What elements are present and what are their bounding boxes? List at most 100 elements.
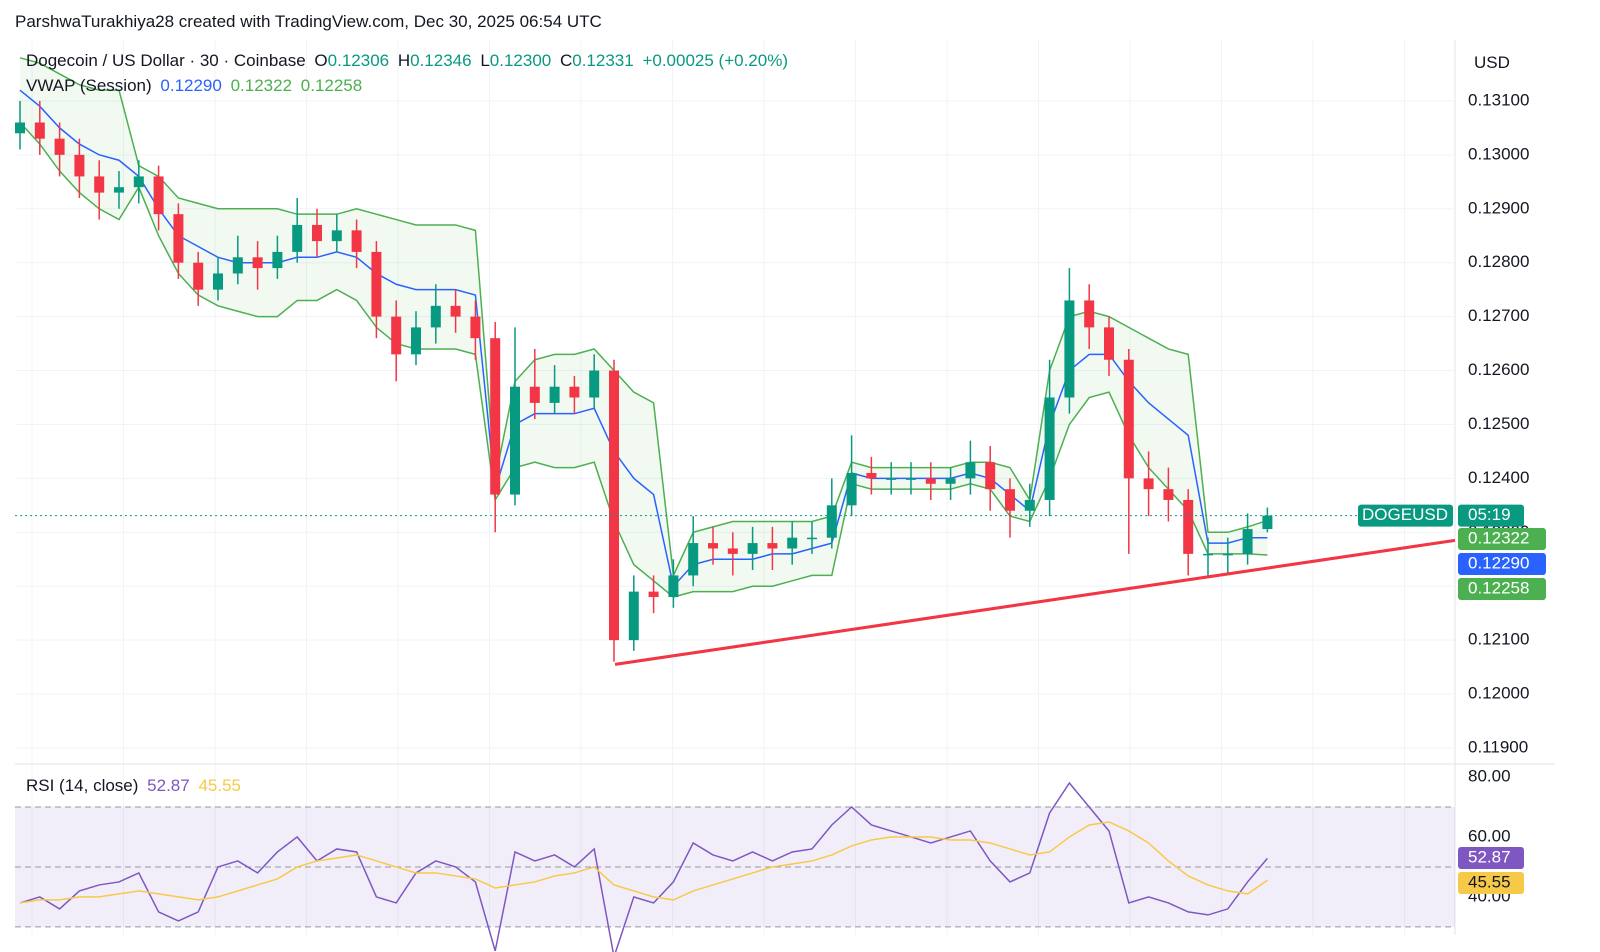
candle-body <box>1104 327 1114 360</box>
indicator-name: RSI (14, close) <box>26 776 139 795</box>
candle-body <box>628 591 639 641</box>
y-tick-label: 0.12500 <box>1468 414 1529 433</box>
trendline <box>614 538 1456 666</box>
candle-body <box>747 543 758 554</box>
currency[interactable]: USD <box>1474 53 1510 72</box>
candle-body <box>1242 529 1253 554</box>
candle-body <box>232 257 243 274</box>
candle-body <box>767 543 778 549</box>
price-tag-bg <box>1458 553 1546 575</box>
candle-body <box>331 230 342 242</box>
rsi-tag: 52.87 <box>1468 847 1511 866</box>
candle-body <box>371 251 382 317</box>
candle-body <box>1123 359 1134 479</box>
candle-body <box>450 305 461 317</box>
symbol-legend: Dogecoin / US Dollar · 30 · Coinbase O0.… <box>26 51 792 71</box>
y-tick-label: 80.00 <box>1468 766 1511 785</box>
candle-body <box>529 386 540 403</box>
candle-body <box>589 370 600 398</box>
indicator-name: VWAP (Session) <box>26 76 152 95</box>
candle-body <box>648 591 659 598</box>
candle-body <box>1005 489 1015 511</box>
candle-body <box>807 537 817 540</box>
rsi-line <box>19 781 1268 952</box>
vwap-line <box>19 121 1268 598</box>
candle-body <box>688 543 699 576</box>
symbol-tag: DOGEUSD <box>1362 505 1448 524</box>
y-tick-label: 0.13000 <box>1468 144 1529 163</box>
candle-body <box>668 575 679 598</box>
ohlc-value: 0.12346 <box>410 51 472 70</box>
candle-body <box>470 316 481 339</box>
candle-body <box>985 462 996 490</box>
price-tag-bg <box>1458 578 1546 600</box>
candle-body <box>846 472 857 506</box>
legend-value: 45.55 <box>198 776 241 795</box>
ohlc-value: 0.12306 <box>327 51 390 70</box>
candle-body <box>727 548 738 554</box>
candle-body <box>1183 499 1194 554</box>
price-tag-bg <box>1458 528 1546 550</box>
price-tag: 0.12322 <box>1468 528 1529 547</box>
candle-body <box>549 386 560 403</box>
y-tick-label: 0.12400 <box>1468 468 1529 487</box>
candle-body <box>94 176 105 193</box>
ohlc-key: L <box>480 51 490 70</box>
vwap-band-fill <box>20 57 1268 598</box>
candle-body <box>945 478 956 484</box>
price-tag: 0.12290 <box>1468 553 1529 572</box>
y-tick-label: 0.11900 <box>1468 737 1528 756</box>
candle-body <box>292 224 303 252</box>
ohlc-key: O <box>314 51 328 70</box>
legend-value: 0.12290 <box>160 76 222 95</box>
candle-body <box>312 224 322 242</box>
candle-body <box>133 176 144 188</box>
candle-body <box>886 478 897 480</box>
candle-body <box>1024 499 1035 511</box>
candle-body <box>1064 300 1075 398</box>
countdown-tag: 05:19 <box>1468 505 1511 524</box>
candle-body <box>1143 478 1154 490</box>
candle-body <box>114 187 124 193</box>
ohlc-key: H <box>397 51 411 70</box>
vwap-line <box>19 57 1268 579</box>
countdown-tag-bg <box>1458 504 1524 527</box>
candle-body <box>1262 515 1273 530</box>
candle-body <box>54 138 65 155</box>
price-tag: 0.12258 <box>1468 578 1529 597</box>
y-tick-label: 0.12700 <box>1468 306 1529 325</box>
candle-body <box>569 386 580 398</box>
candle-body <box>430 305 441 328</box>
candle-body <box>510 386 520 495</box>
candle-body <box>965 462 976 479</box>
candle-body <box>411 327 421 355</box>
candle-body <box>391 316 402 355</box>
rsi-tag-bg <box>1458 847 1524 869</box>
attribution: ParshwaTurakhiya28 created with TradingV… <box>15 12 602 31</box>
candle-body <box>906 478 916 480</box>
rsi-tag-bg <box>1458 872 1524 894</box>
candle-body <box>153 176 164 215</box>
candle-body <box>213 273 223 290</box>
y-tick-label: 0.12800 <box>1468 252 1529 271</box>
candle-body <box>351 230 362 252</box>
legend-value: 0.12258 <box>300 76 363 95</box>
y-tick-label: 0.13100 <box>1468 90 1529 109</box>
rsi-line <box>19 821 1268 904</box>
candle-body <box>925 478 936 484</box>
candle-body <box>193 262 204 290</box>
candle-body <box>34 122 45 139</box>
candle-body <box>609 370 619 641</box>
candle-body <box>1203 553 1213 556</box>
candle-body <box>1044 397 1055 500</box>
legend-value: 52.87 <box>147 776 190 795</box>
y-tick-label: 0.12000 <box>1468 684 1529 703</box>
vwap-legend: VWAP (Session) 0.12290 0.12322 0.12258 <box>26 76 366 96</box>
rsi-legend: RSI (14, close) 52.87 45.55 <box>26 776 245 796</box>
candle-body <box>826 505 837 538</box>
vwap-line <box>19 89 1268 588</box>
y-tick-label: 0.12600 <box>1468 360 1529 379</box>
candle-body <box>1084 300 1095 328</box>
